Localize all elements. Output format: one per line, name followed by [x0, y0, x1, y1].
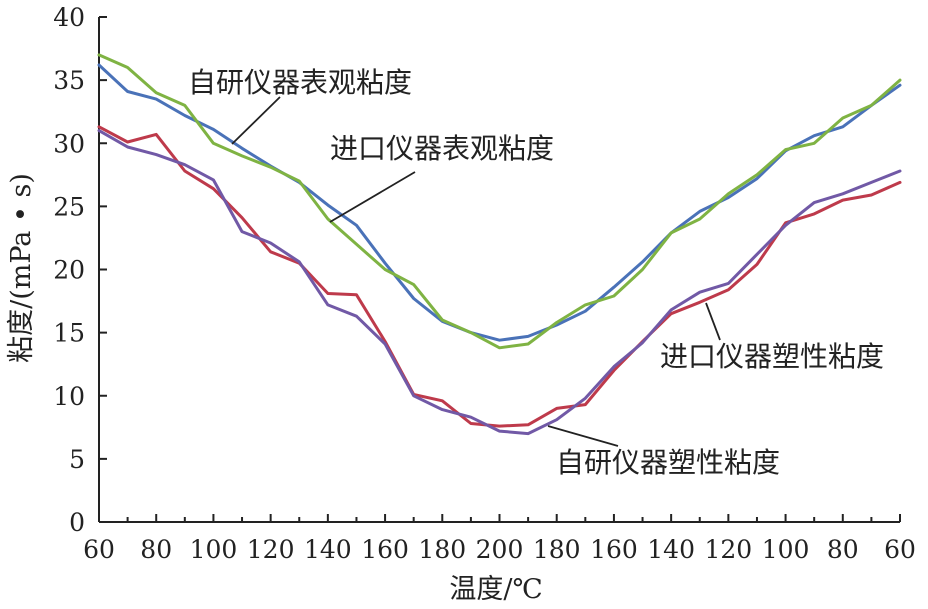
- y-tick-label: 15: [53, 319, 85, 348]
- x-tick-label: 120: [247, 535, 295, 564]
- y-tick-label: 35: [53, 66, 85, 95]
- x-tick-label: 180: [418, 535, 466, 564]
- annotation-zy-plastic: 自研仪器塑性粘度: [556, 446, 780, 479]
- leader-jk-plastic: [705, 302, 721, 341]
- annotation-zy-apparent: 自研仪器表观粘度: [188, 66, 412, 99]
- series-lines: [97, 53, 902, 436]
- x-tick-label: 140: [647, 535, 695, 564]
- y-axis-title: 粘度/(mPa • s): [6, 173, 37, 363]
- annotation-leaders: [231, 96, 721, 447]
- leader-zy-plastic: [547, 425, 619, 447]
- y-tick-label: 5: [69, 445, 85, 474]
- y-tick-label: 0: [69, 508, 85, 537]
- x-tick-label: 160: [590, 535, 638, 564]
- x-tick-label: 100: [190, 535, 238, 564]
- y-tick-label: 20: [53, 256, 85, 285]
- series-line-3: [97, 129, 902, 436]
- series-line-1: [97, 53, 902, 350]
- x-tick-label: 60: [884, 535, 916, 564]
- annotation-jk-apparent: 进口仪器表观粘度: [330, 132, 554, 165]
- x-tick-label: 140: [304, 535, 352, 564]
- x-tick-label: 120: [704, 535, 752, 564]
- x-axis-title: 温度/℃: [449, 574, 542, 605]
- leader-jk-apparent: [329, 171, 416, 223]
- y-tick-label: 40: [53, 3, 85, 32]
- series-line-0: [97, 63, 902, 342]
- x-tick-label: 80: [827, 535, 859, 564]
- y-tick-label: 10: [53, 382, 85, 411]
- x-tick-label: 180: [533, 535, 581, 564]
- x-tick-label: 80: [140, 535, 172, 564]
- series-annotations: 自研仪器表观粘度 进口仪器表观粘度 进口仪器塑性粘度 自研仪器塑性粘度: [188, 66, 884, 479]
- y-tick-label: 30: [53, 129, 85, 158]
- series-line-2: [97, 125, 902, 428]
- x-tick-label: 160: [361, 535, 409, 564]
- x-tick-label: 100: [762, 535, 810, 564]
- y-tick-label: 25: [53, 192, 85, 221]
- x-tick-label: 200: [476, 535, 524, 564]
- y-ticks: 0 5 10 15 20 25 30 35 40: [53, 3, 107, 537]
- annotation-jk-plastic: 进口仪器塑性粘度: [660, 340, 884, 373]
- x-ticks: 60 80 100 120 140 160 180 200 180 160 140 120 100 80 6…: [83, 514, 916, 564]
- x-tick-label: 60: [83, 535, 115, 564]
- leader-zy-apparent: [231, 96, 281, 145]
